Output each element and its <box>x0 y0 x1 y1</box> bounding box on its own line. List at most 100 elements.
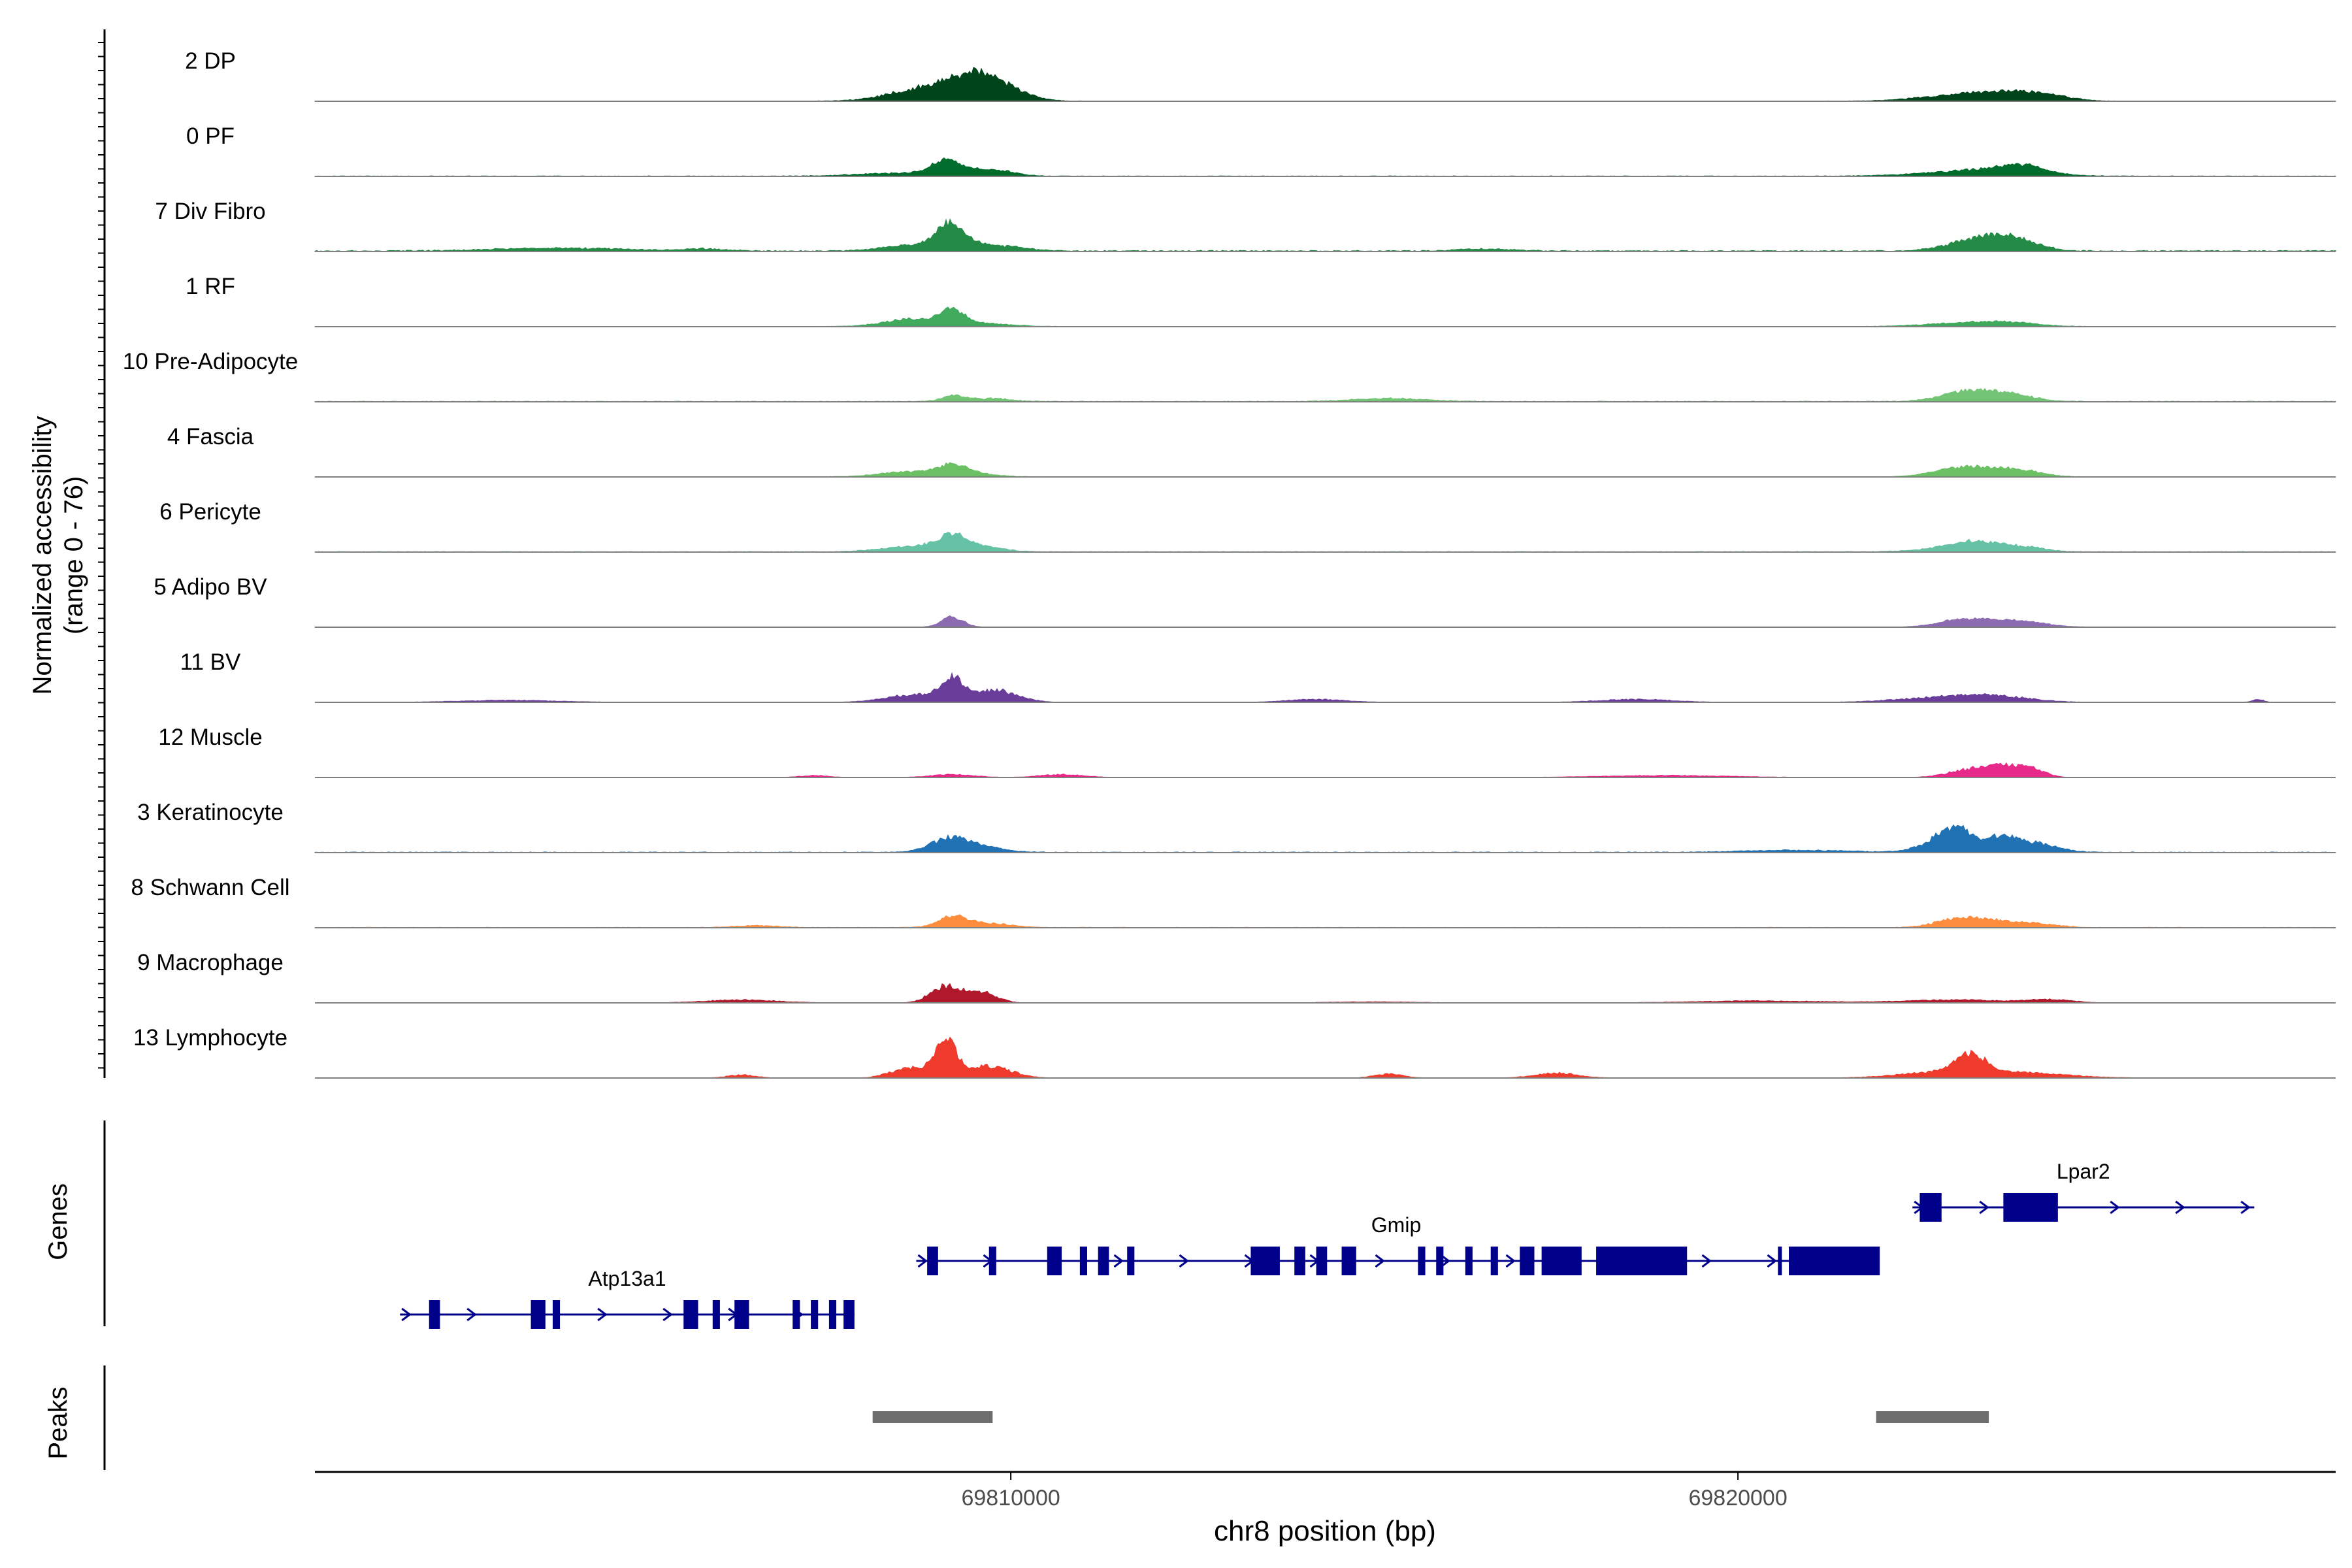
coverage-tracks: 2 DP 0 PF 7 Div Fibro 1 RF 10 Pre-Adipocyte 4… <box>123 48 2336 1079</box>
exon-2 <box>2003 1193 2058 1222</box>
track-area-3 <box>314 306 2336 327</box>
strand-arrow-2 <box>2240 1200 2251 1215</box>
exon-1 <box>927 1247 938 1275</box>
track-label-3: 1 RF <box>186 274 235 299</box>
track-5: 4 Fascia <box>167 424 2336 478</box>
track-1: 0 PF <box>186 123 2336 177</box>
track-area-10 <box>314 824 2336 853</box>
strand-arrow-2 <box>1979 1200 1989 1215</box>
track-6: 6 Pericyte <box>159 499 2336 553</box>
exon-2 <box>1919 1193 1942 1222</box>
track-area-1 <box>314 157 2336 177</box>
x-axis-label: chr8 position (bp) <box>1214 1515 1436 1547</box>
exon-1 <box>1250 1247 1280 1275</box>
exon-0 <box>843 1300 855 1329</box>
exon-1 <box>1079 1247 1087 1275</box>
exon-1 <box>1596 1247 1688 1275</box>
track-area-8 <box>315 672 2336 703</box>
exon-1 <box>1789 1247 1880 1275</box>
track-13: 13 Lymphocyte <box>133 1025 2336 1079</box>
peaks-panel <box>103 1365 1989 1470</box>
track-area-13 <box>315 1036 2336 1079</box>
track-7: 5 Adipo BV <box>154 574 2336 628</box>
exon-1 <box>1098 1247 1109 1275</box>
peak-region-0 <box>872 1411 993 1423</box>
track-area-7 <box>314 615 2336 628</box>
track-label-5: 4 Fascia <box>167 424 254 449</box>
exon-0 <box>683 1300 698 1329</box>
strand-arrow-1 <box>1113 1254 1124 1268</box>
peak-region-1 <box>1876 1411 1989 1423</box>
x-tick-label-1: 69820000 <box>1688 1486 1787 1511</box>
exon-1 <box>1127 1247 1135 1275</box>
track-label-13: 13 Lymphocyte <box>133 1025 287 1051</box>
strand-arrow-1 <box>1440 1254 1450 1268</box>
exon-1 <box>1341 1247 1356 1275</box>
track-label-6: 6 Pericyte <box>159 499 261 525</box>
exon-1 <box>1465 1247 1473 1275</box>
y-axis <box>98 29 106 1078</box>
track-area-4 <box>314 387 2336 402</box>
track-8: 11 BV <box>180 649 2336 703</box>
exon-0 <box>531 1300 546 1329</box>
exon-1 <box>1520 1247 1535 1275</box>
exon-0 <box>828 1300 837 1329</box>
exon-0 <box>792 1300 800 1329</box>
exon-1 <box>1294 1247 1305 1275</box>
exon-0 <box>712 1300 720 1329</box>
track-label-12: 9 Macrophage <box>137 950 284 975</box>
track-0: 2 DP <box>185 48 2336 102</box>
track-area-12 <box>315 983 2336 1004</box>
gene-label-2: Lpar2 <box>2057 1160 2110 1183</box>
y-axis-range-label: (range 0 - 76) <box>59 476 88 634</box>
track-area-6 <box>314 532 2336 553</box>
gene-1: Gmip <box>916 1213 1880 1275</box>
strand-arrow-0 <box>466 1307 477 1322</box>
strand-arrow-1 <box>1767 1254 1777 1268</box>
peaks-panel-label: Peaks <box>44 1386 73 1459</box>
exon-1 <box>1436 1247 1444 1275</box>
strand-arrow-1 <box>917 1254 928 1268</box>
strand-arrow-2 <box>2175 1200 2185 1215</box>
track-12: 9 Macrophage <box>137 950 2336 1004</box>
track-label-11: 8 Schwann Cell <box>131 875 289 900</box>
gene-2: Lpar2 <box>1912 1160 2255 1222</box>
track-label-7: 5 Adipo BV <box>154 574 267 600</box>
gene-0: Atp13a1 <box>400 1267 855 1329</box>
genes-panel-label: Genes <box>44 1183 73 1260</box>
x-tick-label-0: 69810000 <box>961 1486 1060 1511</box>
genes-panel: Atp13a1 Gmip Lpar2 <box>103 1120 2255 1329</box>
strand-arrow-1 <box>1505 1254 1516 1268</box>
track-label-1: 0 PF <box>186 123 235 149</box>
exon-1 <box>988 1247 996 1275</box>
exon-1 <box>1778 1247 1782 1275</box>
track-label-0: 2 DP <box>185 48 236 74</box>
track-label-8: 11 BV <box>180 649 241 675</box>
track-area-5 <box>314 462 2336 478</box>
exon-1 <box>1047 1247 1062 1275</box>
track-2: 7 Div Fibro <box>155 199 2336 252</box>
track-label-4: 10 Pre-Adipocyte <box>123 349 298 374</box>
track-label-10: 3 Keratinocyte <box>137 800 284 825</box>
exon-1 <box>1316 1247 1328 1275</box>
track-area-11 <box>314 914 2336 928</box>
y-axis-label: Normalized accessibility <box>28 416 57 695</box>
strand-arrow-1 <box>1179 1254 1189 1268</box>
track-4: 10 Pre-Adipocyte <box>123 349 2336 402</box>
track-label-2: 7 Div Fibro <box>155 199 265 224</box>
exon-1 <box>1418 1247 1426 1275</box>
exon-0 <box>552 1300 561 1329</box>
exon-1 <box>1490 1247 1498 1275</box>
exon-1 <box>1541 1247 1582 1275</box>
x-axis: 69810000 69820000 <box>315 1471 2336 1511</box>
gene-label-0: Atp13a1 <box>588 1267 666 1290</box>
track-3: 1 RF <box>186 274 2336 327</box>
track-label-9: 12 Muscle <box>158 725 263 750</box>
strand-arrow-1 <box>1375 1254 1385 1268</box>
exon-0 <box>811 1300 819 1329</box>
track-9: 12 Muscle <box>158 725 2336 778</box>
gene-label-1: Gmip <box>1371 1213 1421 1237</box>
track-10: 3 Keratinocyte <box>137 800 2336 853</box>
strand-arrow-1 <box>1701 1254 1712 1268</box>
